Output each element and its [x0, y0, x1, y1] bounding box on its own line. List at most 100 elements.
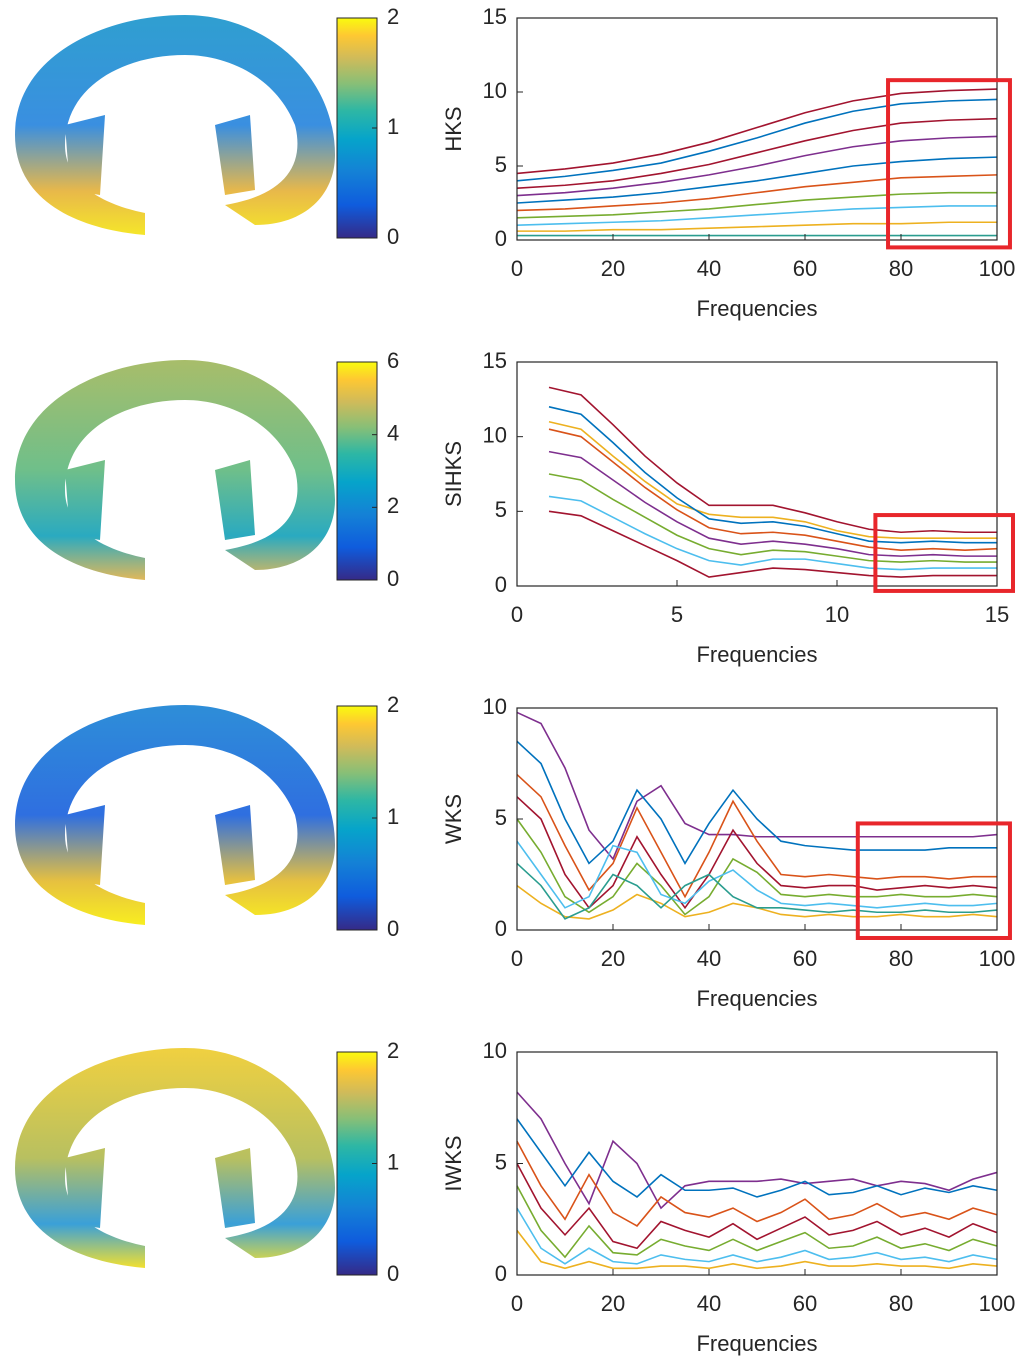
- series-line: [516, 740, 997, 866]
- colorbar-tick-label: 2: [387, 692, 399, 717]
- colorbar: [336, 705, 378, 931]
- mesh-render: [15, 705, 335, 925]
- series-line: [548, 420, 997, 540]
- colorbar-tick-label: 2: [387, 1038, 399, 1063]
- series-line: [516, 156, 998, 204]
- x-tick-label: 20: [601, 256, 625, 281]
- y-tick-label: 0: [495, 916, 507, 941]
- x-tick-label: 0: [511, 1291, 523, 1316]
- series-line: [548, 473, 997, 563]
- series-line: [516, 1229, 998, 1270]
- x-axis-label: Frequencies: [696, 642, 817, 667]
- x-tick-label: 40: [697, 946, 721, 971]
- y-tick-label: 5: [495, 805, 507, 830]
- x-tick-label: 0: [511, 256, 523, 281]
- series-line: [548, 450, 997, 557]
- series-line: [516, 117, 998, 189]
- colorbar-tick-label: 0: [387, 224, 399, 249]
- x-tick-label: 80: [889, 946, 913, 971]
- x-tick-label: 20: [601, 1291, 625, 1316]
- series-line: [516, 1207, 998, 1265]
- mesh-shape: [15, 1048, 335, 1268]
- y-axis-label: SIHKS: [441, 441, 466, 507]
- x-tick-label: 80: [889, 256, 913, 281]
- colorbar-tick-label: 0: [387, 566, 399, 591]
- series-line: [516, 1091, 998, 1210]
- y-tick-label: 10: [483, 78, 507, 103]
- colorbar-tick-label: 2: [387, 4, 399, 29]
- y-tick-label: 15: [483, 348, 507, 373]
- x-tick-label: 100: [979, 256, 1016, 281]
- series-line: [548, 428, 998, 551]
- x-axis-label: Frequencies: [696, 1331, 817, 1356]
- highlight-box: [855, 821, 1012, 940]
- y-tick-label: 10: [483, 422, 507, 447]
- colorbar: [336, 1051, 378, 1276]
- x-tick-label: 100: [979, 1291, 1016, 1316]
- colorbar-tick-label: 1: [387, 1149, 399, 1174]
- y-tick-label: 10: [483, 1038, 507, 1063]
- y-tick-label: 0: [495, 226, 507, 251]
- x-tick-label: 60: [793, 256, 817, 281]
- x-tick-label: 0: [511, 602, 523, 627]
- series-line: [548, 510, 997, 578]
- highlight-box: [886, 78, 1012, 250]
- x-tick-label: 20: [601, 946, 625, 971]
- colorbar-tick-label: 1: [387, 804, 399, 829]
- axis-box: [516, 17, 998, 241]
- x-tick-label: 100: [979, 946, 1016, 971]
- colorbar-tick-label: 1: [387, 114, 399, 139]
- colorbar-tick-label: 2: [387, 493, 399, 518]
- x-tick-label: 80: [889, 1291, 913, 1316]
- y-tick-label: 10: [483, 694, 507, 719]
- series-line: [516, 1118, 998, 1198]
- y-tick-label: 5: [495, 152, 507, 177]
- y-tick-label: 0: [495, 572, 507, 597]
- series-line: [516, 98, 998, 182]
- y-axis-label: WKS: [441, 794, 466, 844]
- x-tick-label: 40: [697, 256, 721, 281]
- x-axis-label: Frequencies: [696, 986, 817, 1011]
- mesh-shape: [15, 360, 335, 580]
- x-tick-label: 60: [793, 946, 817, 971]
- series-line: [516, 1140, 998, 1227]
- x-tick-label: 5: [671, 602, 683, 627]
- y-axis-label: HKS: [441, 106, 466, 151]
- x-tick-label: 0: [511, 946, 523, 971]
- highlight-box: [873, 513, 1016, 593]
- mesh-render: [15, 15, 335, 235]
- x-tick-label: 15: [985, 602, 1009, 627]
- mesh-shape: [15, 705, 335, 925]
- series-line: [516, 711, 998, 861]
- y-axis-label: IWKS: [441, 1135, 466, 1191]
- x-tick-label: 40: [697, 1291, 721, 1316]
- series-line: [548, 386, 997, 534]
- colorbar-tick-label: 4: [387, 420, 399, 445]
- series-line: [516, 174, 998, 212]
- series-line: [516, 1185, 998, 1259]
- y-tick-label: 5: [495, 1149, 507, 1174]
- mesh-render: [15, 360, 335, 580]
- x-tick-label: 10: [825, 602, 849, 627]
- mesh-shape: [15, 15, 335, 235]
- series-line: [548, 406, 997, 544]
- series-line: [516, 88, 998, 175]
- series-line: [516, 1163, 998, 1250]
- colorbar-tick-label: 0: [387, 1261, 399, 1286]
- series-line: [516, 818, 998, 916]
- series-line: [516, 135, 998, 197]
- colorbar-tick-label: 0: [387, 916, 399, 941]
- y-tick-label: 0: [495, 1261, 507, 1286]
- series-line: [548, 495, 997, 571]
- series-line: [516, 840, 998, 909]
- mesh-render: [15, 1048, 335, 1268]
- series-line: [516, 774, 997, 899]
- x-tick-label: 60: [793, 1291, 817, 1316]
- series-line: [516, 205, 997, 226]
- y-tick-label: 5: [495, 497, 507, 522]
- x-axis-label: Frequencies: [696, 296, 817, 321]
- series-line: [516, 796, 998, 910]
- colorbar: [336, 17, 378, 239]
